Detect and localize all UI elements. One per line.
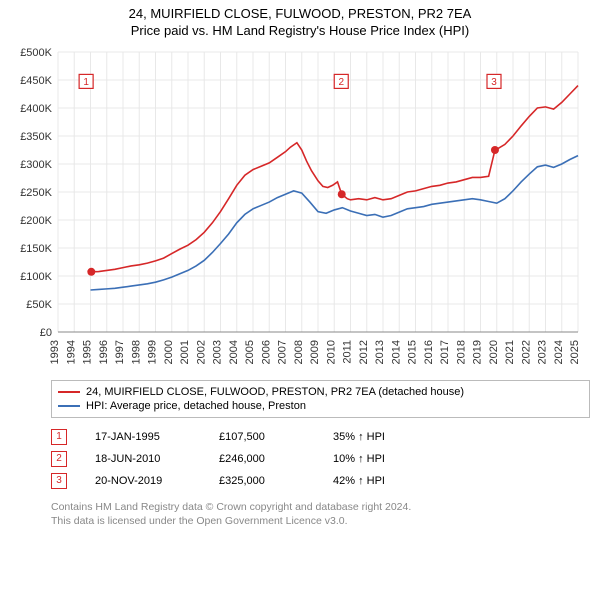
y-tick-label: £350K bbox=[20, 131, 52, 143]
sales-table: 1 17-JAN-1995 £107,500 35% ↑ HPI 2 18-JUN-201… bbox=[51, 426, 590, 492]
y-tick-label: £50K bbox=[26, 299, 52, 311]
sale-date: 18-JUN-2010 bbox=[95, 453, 215, 465]
x-tick-label: 1997 bbox=[114, 340, 126, 364]
y-tick-label: £150K bbox=[20, 243, 52, 255]
chart-title-block: 24, MUIRFIELD CLOSE, FULWOOD, PRESTON, P… bbox=[0, 0, 600, 40]
title-line-1: 24, MUIRFIELD CLOSE, FULWOOD, PRESTON, P… bbox=[0, 6, 600, 23]
x-tick-label: 2018 bbox=[455, 340, 467, 364]
sale-marker-dot bbox=[338, 190, 346, 198]
sale-marker-number: 2 bbox=[338, 77, 344, 88]
legend-swatch bbox=[58, 391, 80, 393]
legend-label: HPI: Average price, detached house, Pres… bbox=[86, 400, 306, 412]
x-tick-label: 2007 bbox=[277, 340, 289, 364]
y-tick-label: £450K bbox=[20, 75, 52, 87]
legend-swatch bbox=[58, 405, 80, 407]
legend-label: 24, MUIRFIELD CLOSE, FULWOOD, PRESTON, P… bbox=[86, 386, 464, 398]
y-tick-label: £400K bbox=[20, 103, 52, 115]
legend: 24, MUIRFIELD CLOSE, FULWOOD, PRESTON, P… bbox=[51, 380, 590, 418]
sale-hpi-delta: 42% ↑ HPI bbox=[333, 475, 443, 487]
sale-marker-number: 1 bbox=[83, 77, 89, 88]
x-tick-label: 2006 bbox=[260, 340, 272, 364]
x-tick-label: 2014 bbox=[390, 340, 402, 364]
x-tick-label: 2000 bbox=[163, 340, 175, 364]
x-tick-label: 2022 bbox=[520, 340, 532, 364]
sale-hpi-delta: 35% ↑ HPI bbox=[333, 431, 443, 443]
chart-container: £0 £50K £100K £150K £200K £250K £300K £350K £400… bbox=[10, 44, 590, 374]
x-tick-label: 1998 bbox=[130, 340, 142, 364]
sale-marker-dot bbox=[87, 268, 95, 276]
sale-row: 3 20-NOV-2019 £325,000 42% ↑ HPI bbox=[51, 470, 590, 492]
legend-item: HPI: Average price, detached house, Pres… bbox=[58, 399, 583, 413]
sale-index-box: 1 bbox=[51, 429, 67, 445]
x-tick-label: 1993 bbox=[49, 340, 61, 364]
footer-attribution: Contains HM Land Registry data © Crown c… bbox=[51, 500, 590, 528]
y-tick-label: £200K bbox=[20, 215, 52, 227]
x-tick-label: 2009 bbox=[309, 340, 321, 364]
x-tick-label: 1995 bbox=[82, 340, 94, 364]
x-tick-label: 2008 bbox=[293, 340, 305, 364]
footer-line-2: This data is licensed under the Open Gov… bbox=[51, 514, 590, 528]
x-tick-label: 1996 bbox=[98, 340, 110, 364]
x-tick-label: 2024 bbox=[553, 340, 565, 364]
sale-price: £107,500 bbox=[219, 431, 329, 443]
y-tick-label: £0 bbox=[40, 327, 52, 339]
x-tick-label: 2019 bbox=[472, 340, 484, 364]
x-tick-label: 2012 bbox=[358, 340, 370, 364]
x-tick-label: 2023 bbox=[537, 340, 549, 364]
x-tick-label: 2004 bbox=[228, 340, 240, 364]
x-tick-label: 2003 bbox=[212, 340, 224, 364]
x-tick-label: 2013 bbox=[374, 340, 386, 364]
sale-index-box: 3 bbox=[51, 473, 67, 489]
x-tick-label: 1999 bbox=[147, 340, 159, 364]
x-tick-label: 2005 bbox=[244, 340, 256, 364]
x-tick-label: 2021 bbox=[504, 340, 516, 364]
x-tick-label: 2017 bbox=[439, 340, 451, 364]
sale-marker-number: 3 bbox=[491, 77, 497, 88]
y-tick-label: £250K bbox=[20, 187, 52, 199]
sale-index-box: 2 bbox=[51, 451, 67, 467]
x-tick-label: 2010 bbox=[325, 340, 337, 364]
sale-hpi-delta: 10% ↑ HPI bbox=[333, 453, 443, 465]
title-line-2: Price paid vs. HM Land Registry's House … bbox=[0, 23, 600, 40]
x-tick-label: 2025 bbox=[569, 340, 581, 364]
y-tick-label: £100K bbox=[20, 271, 52, 283]
sale-price: £246,000 bbox=[219, 453, 329, 465]
sale-row: 1 17-JAN-1995 £107,500 35% ↑ HPI bbox=[51, 426, 590, 448]
y-tick-label: £500K bbox=[20, 47, 52, 59]
x-tick-label: 2011 bbox=[342, 340, 354, 364]
y-tick-label: £300K bbox=[20, 159, 52, 171]
x-tick-label: 2015 bbox=[407, 340, 419, 364]
x-tick-label: 2016 bbox=[423, 340, 435, 364]
price-chart: £0 £50K £100K £150K £200K £250K £300K £350K £400… bbox=[10, 44, 590, 374]
sale-date: 20-NOV-2019 bbox=[95, 475, 215, 487]
x-tick-label: 2002 bbox=[195, 340, 207, 364]
sale-marker-dot bbox=[491, 146, 499, 154]
footer-line-1: Contains HM Land Registry data © Crown c… bbox=[51, 500, 590, 514]
sale-date: 17-JAN-1995 bbox=[95, 431, 215, 443]
legend-item: 24, MUIRFIELD CLOSE, FULWOOD, PRESTON, P… bbox=[58, 385, 583, 399]
sale-row: 2 18-JUN-2010 £246,000 10% ↑ HPI bbox=[51, 448, 590, 470]
sale-price: £325,000 bbox=[219, 475, 329, 487]
x-tick-label: 1994 bbox=[65, 340, 77, 364]
x-tick-label: 2001 bbox=[179, 340, 191, 364]
x-tick-label: 2020 bbox=[488, 340, 500, 364]
